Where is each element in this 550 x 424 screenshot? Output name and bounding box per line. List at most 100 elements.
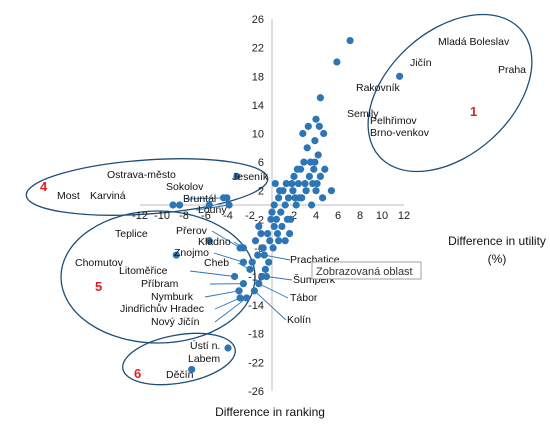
point-label: Karviná — [90, 190, 126, 202]
data-point — [275, 194, 283, 202]
x-tick-label: -6 — [201, 210, 211, 222]
point-label: Znojmo — [174, 247, 209, 259]
point-label: Semily — [347, 108, 379, 120]
x-tick-label: 12 — [398, 210, 410, 222]
data-point — [264, 230, 272, 238]
y-tick-label: -22 — [248, 357, 264, 369]
data-point-labeled — [312, 115, 320, 123]
data-point — [273, 230, 282, 238]
data-point — [295, 194, 304, 202]
data-point-labeled — [176, 201, 184, 209]
data-point-labeled — [396, 72, 404, 80]
point-label: Louny — [198, 204, 227, 216]
data-point — [270, 201, 278, 209]
data-point — [269, 244, 277, 252]
x-tick-label: 4 — [313, 210, 319, 222]
data-point — [302, 187, 310, 195]
x-tick-label: 6 — [335, 210, 341, 222]
x-tick-label: -12 — [132, 210, 148, 222]
point-label: Bruntál — [183, 193, 216, 205]
point-label: Rakovník — [356, 82, 401, 94]
point-label: Cheb — [204, 257, 229, 269]
point-label: Ostrava-město — [107, 169, 176, 181]
leader-line — [214, 297, 247, 323]
data-point — [278, 222, 286, 231]
data-point-labeled — [333, 58, 341, 66]
data-point — [286, 230, 294, 238]
data-point — [301, 179, 309, 188]
tooltip: Zobrazovaná oblast — [311, 261, 422, 280]
point-label: Ústí n. — [190, 339, 220, 352]
tooltip-text: Zobrazovaná oblast — [316, 266, 413, 278]
data-point — [284, 194, 293, 202]
y-tick-label: 2 — [258, 186, 264, 198]
y-tick-label: -6 — [254, 243, 264, 255]
data-point — [261, 265, 269, 273]
group-ellipse-2 — [25, 158, 269, 216]
y-tick-label: -18 — [248, 329, 264, 341]
point-labels: Mladá Boleslav Jičín Praha Rakovník SemilyPe… — [57, 36, 526, 381]
data-point — [248, 258, 256, 266]
data-point — [292, 201, 300, 209]
data-point — [259, 244, 267, 252]
y-axis-title: Difference in ranking — [215, 405, 325, 419]
data-point-labeled — [233, 172, 241, 180]
y-tick-label: -2 — [254, 214, 264, 226]
y-tick-label: 22 — [252, 43, 264, 55]
group-ellipses — [25, 13, 533, 386]
point-label: Pelhřimov — [370, 115, 417, 127]
leader-line — [254, 290, 287, 321]
leader-line — [266, 276, 293, 281]
data-point — [289, 187, 297, 195]
point-label: Děčín — [166, 369, 194, 381]
point-label: Mladá Boleslav — [438, 36, 510, 48]
point-label: Tábor — [290, 292, 318, 304]
data-point — [251, 237, 260, 245]
leader-line — [237, 262, 251, 270]
data-point — [268, 208, 276, 216]
x-tick-label: -4 — [223, 210, 233, 222]
group-number-4: 4 — [40, 179, 48, 194]
data-point — [311, 137, 319, 145]
data-point — [312, 187, 320, 195]
data-point — [271, 179, 279, 188]
data-point — [303, 144, 311, 152]
x-axis-title-line1: Difference in utility — [448, 234, 546, 248]
group-ellipse-3 — [60, 210, 256, 344]
data-point — [311, 158, 319, 166]
point-label: Labem — [188, 353, 220, 365]
y-tick-label: 14 — [252, 100, 264, 112]
x-axis-title-line2: (%) — [488, 252, 507, 266]
point-label: Litoměřice — [119, 265, 168, 277]
group-ellipse-1 — [367, 13, 533, 173]
data-point — [314, 151, 322, 159]
group-number-1: 1 — [470, 104, 477, 119]
data-point-labeled — [320, 129, 328, 138]
data-point — [276, 187, 284, 195]
tooltip-box — [311, 261, 422, 280]
data-point — [288, 179, 296, 188]
point-label: Sokolov — [166, 181, 204, 193]
data-point — [272, 215, 280, 223]
data-point — [300, 158, 308, 166]
point-label: Přerov — [176, 225, 208, 237]
leader-line — [264, 254, 291, 261]
data-point — [327, 187, 335, 195]
data-point — [281, 201, 289, 209]
leader-line — [189, 270, 235, 277]
x-tick-label: 8 — [357, 210, 363, 222]
data-points — [169, 36, 404, 374]
x-tick-label: 2 — [291, 210, 297, 222]
point-label: Příbram — [141, 278, 179, 290]
point-label: Praha — [498, 64, 526, 76]
y-tick-label: -14 — [248, 300, 264, 312]
data-point — [257, 230, 265, 238]
x-tick-label: 10 — [376, 210, 388, 222]
data-point — [290, 172, 298, 180]
data-point — [305, 172, 313, 180]
data-point — [283, 215, 291, 223]
y-tick-label: 18 — [252, 71, 264, 83]
data-point-labeled — [316, 94, 324, 102]
leader-line — [233, 241, 244, 249]
